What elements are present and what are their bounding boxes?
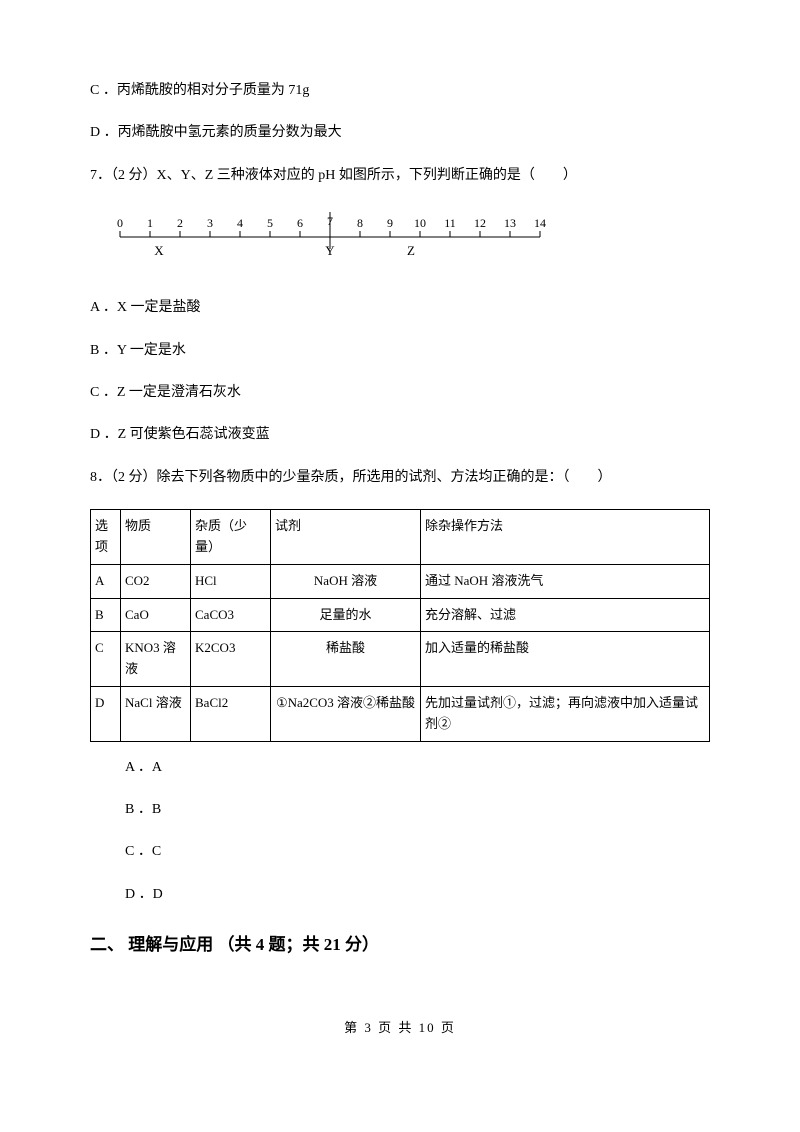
svg-text:11: 11 xyxy=(444,216,456,230)
svg-text:Y: Y xyxy=(325,243,335,258)
q7-option-d: D ．Z 可使紫色石蕊试液变蓝 xyxy=(90,424,710,446)
table-header-row: 选项 物质 杂质（少量） 试剂 除杂操作方法 xyxy=(91,510,710,565)
table-row: BCaOCaCO3足量的水充分溶解、过滤 xyxy=(91,598,710,632)
svg-text:13: 13 xyxy=(504,216,516,230)
svg-text:8: 8 xyxy=(357,216,363,230)
cell-method: 先加过量试剂①，过滤；再向滤液中加入适量试剂② xyxy=(421,686,710,741)
header-option: 选项 xyxy=(91,510,121,565)
prev-option-c: C ．丙烯酰胺的相对分子质量为 71g xyxy=(90,80,710,102)
ph-scale-svg: 01234567891011121314XYZ xyxy=(110,207,560,272)
page-footer: 第 3 页 共 10 页 xyxy=(90,1018,710,1039)
cell-method: 通过 NaOH 溶液洗气 xyxy=(421,564,710,598)
ph-scale-diagram: 01234567891011121314XYZ xyxy=(110,207,710,272)
svg-text:12: 12 xyxy=(474,216,486,230)
q7-option-b: B ．Y 一定是水 xyxy=(90,340,710,362)
cell-sub: NaCl 溶液 xyxy=(121,686,191,741)
svg-text:2: 2 xyxy=(177,216,183,230)
cell-sub: CaO xyxy=(121,598,191,632)
svg-text:6: 6 xyxy=(297,216,303,230)
table-row: ACO2HClNaOH 溶液通过 NaOH 溶液洗气 xyxy=(91,564,710,598)
table-row: DNaCl 溶液BaCl2①Na2CO3 溶液②稀盐酸先加过量试剂①，过滤；再向… xyxy=(91,686,710,741)
cell-method: 充分溶解、过滤 xyxy=(421,598,710,632)
header-method: 除杂操作方法 xyxy=(421,510,710,565)
section-2-header: 二、 理解与应用 （共 4 题；共 21 分） xyxy=(90,931,710,958)
svg-text:X: X xyxy=(154,243,164,258)
cell-imp: CaCO3 xyxy=(191,598,271,632)
cell-opt: A xyxy=(91,564,121,598)
svg-text:4: 4 xyxy=(237,216,243,230)
cell-method: 加入适量的稀盐酸 xyxy=(421,632,710,687)
header-substance: 物质 xyxy=(121,510,191,565)
svg-text:Z: Z xyxy=(407,243,415,258)
svg-text:10: 10 xyxy=(414,216,426,230)
header-reagent: 试剂 xyxy=(271,510,421,565)
cell-sub: CO2 xyxy=(121,564,191,598)
cell-reag: 足量的水 xyxy=(271,598,421,632)
cell-reag: NaOH 溶液 xyxy=(271,564,421,598)
svg-text:3: 3 xyxy=(207,216,213,230)
cell-imp: K2CO3 xyxy=(191,632,271,687)
question-8-stem: 8．（2 分）除去下列各物质中的少量杂质，所选用的试剂、方法均正确的是：（ ） xyxy=(90,467,710,489)
svg-text:5: 5 xyxy=(267,216,273,230)
svg-text:0: 0 xyxy=(117,216,123,230)
q7-option-c: C ．Z 一定是澄清石灰水 xyxy=(90,382,710,404)
cell-opt: D xyxy=(91,686,121,741)
header-impurity: 杂质（少量） xyxy=(191,510,271,565)
q8-answer-b: B ．B xyxy=(125,799,710,821)
svg-text:14: 14 xyxy=(534,216,546,230)
q8-table: 选项 物质 杂质（少量） 试剂 除杂操作方法 ACO2HClNaOH 溶液通过 … xyxy=(90,509,710,741)
cell-opt: C xyxy=(91,632,121,687)
table-row: CKNO3 溶液K2CO3稀盐酸加入适量的稀盐酸 xyxy=(91,632,710,687)
cell-reag: 稀盐酸 xyxy=(271,632,421,687)
question-7-stem: 7．（2 分）X、Y、Z 三种液体对应的 pH 如图所示，下列判断正确的是（ ） xyxy=(90,165,710,187)
cell-opt: B xyxy=(91,598,121,632)
q8-answer-a: A ．A xyxy=(125,757,710,779)
q8-answer-c: C ．C xyxy=(125,841,710,863)
cell-reag: ①Na2CO3 溶液②稀盐酸 xyxy=(271,686,421,741)
cell-imp: BaCl2 xyxy=(191,686,271,741)
cell-sub: KNO3 溶液 xyxy=(121,632,191,687)
q8-answer-d: D ．D xyxy=(125,884,710,906)
cell-imp: HCl xyxy=(191,564,271,598)
prev-option-d: D ．丙烯酰胺中氢元素的质量分数为最大 xyxy=(90,122,710,144)
q7-option-a: A ．X 一定是盐酸 xyxy=(90,297,710,319)
svg-text:1: 1 xyxy=(147,216,153,230)
svg-text:9: 9 xyxy=(387,216,393,230)
